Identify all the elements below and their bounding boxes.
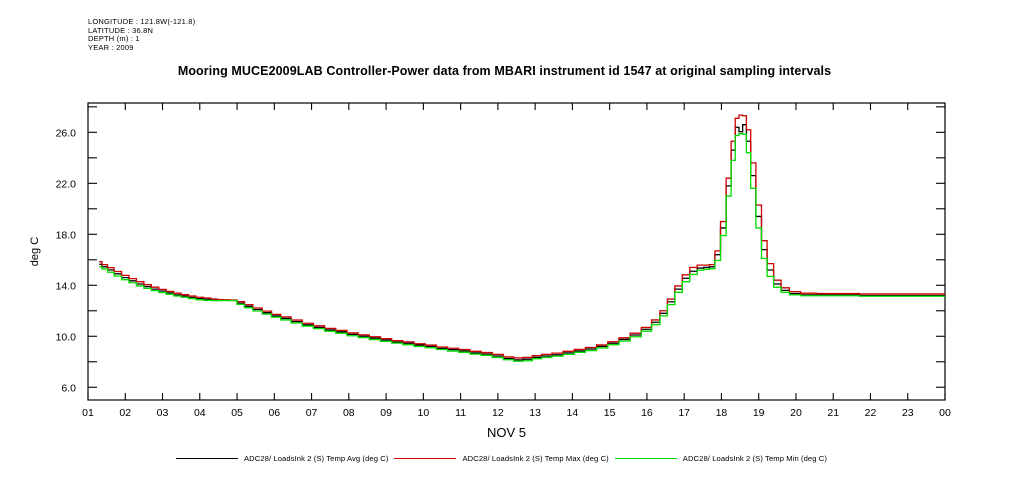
- x-axis-title: NOV 5: [487, 425, 526, 440]
- plot-area: 01 02 03 04 05 06 07 08 09 10 11 12 13 14 15 16 17 18 19 20…: [29, 102, 951, 440]
- legend-label: ADC28/ LoadsInk 2 (S) Temp Min (deg C): [682, 453, 827, 463]
- y-axis-tick-label: 14.0: [56, 280, 77, 292]
- chart-title: Mooring MUCE2009LAB Controller-Power dat…: [177, 64, 832, 78]
- y-axis-tick-label: 6.0: [61, 382, 76, 394]
- x-axis-tick-label: 06: [268, 407, 280, 419]
- legend-entry-3: ADC28/ LoadsInk 2 (S) Temp Min (deg C): [614, 453, 833, 463]
- legend-entry-2: ADC28/ LoadsInk 2 (S) Temp Max (deg C): [394, 454, 614, 463]
- x-axis-tick-label: 15: [604, 407, 616, 419]
- station-metadata: LONGITUDE : 121.8W(-121.8) LATITUDE : 36…: [88, 17, 196, 52]
- x-axis-tick-label: 13: [529, 407, 541, 419]
- x-axis-tick-label: 17: [678, 407, 690, 419]
- x-axis-tick-label: 01: [82, 407, 94, 419]
- x-axis-tick-label: 22: [865, 407, 877, 419]
- x-axis-tick-label: 07: [306, 407, 318, 419]
- x-axis-tick-label: 23: [902, 407, 914, 419]
- y-axis-tick-label: 22.0: [56, 178, 77, 190]
- y-axis-tick-label: 10.0: [56, 331, 77, 343]
- x-axis-tick-label: 21: [827, 407, 839, 419]
- x-axis-tick-label: 12: [492, 407, 504, 419]
- x-axis-tick-label: 14: [567, 407, 579, 419]
- data-series-1: [99, 124, 945, 361]
- tick-label-layer: 01 02 03 04 05 06 07 08 09 10 11 12 13 14 15 16 17 18 19 20…: [29, 127, 951, 440]
- x-axis-tick-label: 04: [194, 407, 206, 419]
- data-series-3: [99, 132, 945, 362]
- x-axis-tick-label: 05: [231, 407, 243, 419]
- legend-line-swatch: [394, 457, 457, 459]
- x-axis-tick-label: 18: [716, 407, 728, 419]
- series-layer: [99, 114, 945, 362]
- x-axis-tick-label: 03: [157, 407, 169, 419]
- legend-entry-1: ADC28/ LoadsInk 2 (S) Temp Avg (deg C): [175, 453, 395, 463]
- x-axis-tick-label: 19: [753, 407, 765, 419]
- x-axis-tick-label: 11: [455, 407, 466, 419]
- x-axis-tick-label: 16: [641, 407, 653, 419]
- metadata-latitude: LATITUDE : 36.8N: [88, 25, 154, 35]
- x-axis-tick-label: 20: [790, 407, 802, 419]
- legend-line-swatch: [175, 457, 238, 459]
- axes-layer: [87, 102, 946, 401]
- metadata-longitude: LONGITUDE : 121.8W(-121.8): [88, 17, 196, 26]
- legend-line-swatch: [614, 457, 677, 459]
- legend-label: ADC28/ LoadsInk 2 (S) Temp Max (deg C): [462, 453, 609, 463]
- plot-frame: [87, 102, 946, 401]
- y-axis-tick-label: 26.0: [56, 127, 77, 139]
- data-series-2: [99, 114, 945, 359]
- x-axis-tick-label: 10: [418, 407, 430, 419]
- x-axis-tick-label: 00: [939, 407, 951, 419]
- y-axis-tick-label: 18.0: [56, 229, 77, 241]
- metadata-year: YEAR : 2009: [88, 42, 134, 52]
- metadata-depth: DEPTH (m) : 1: [88, 34, 140, 44]
- x-axis-tick-label: 02: [119, 407, 131, 419]
- legend-label: ADC28/ LoadsInk 2 (S) Temp Avg (deg C): [243, 453, 389, 463]
- y-axis-title: deg C: [29, 237, 41, 266]
- x-axis-tick-label: 08: [343, 407, 355, 419]
- chart-legend: ADC28/ LoadsInk 2 (S) Temp Avg (deg C) AD…: [0, 448, 1009, 468]
- x-axis-tick-label: 09: [380, 407, 392, 419]
